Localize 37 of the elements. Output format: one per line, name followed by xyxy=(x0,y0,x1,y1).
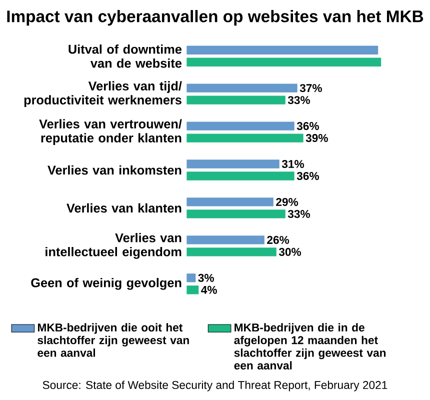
data-label: 31% xyxy=(282,160,304,168)
chart-title: Impact van cyberaanvallen op websites van het MKB xyxy=(7,10,424,26)
y-tick-label: Uitval of downtime van de website xyxy=(68,44,182,68)
bar xyxy=(186,248,276,256)
bar xyxy=(186,210,286,218)
y-tick-label: Verlies van inkomsten xyxy=(48,165,182,175)
data-label: 4% xyxy=(201,286,217,294)
y-tick-label: Verlies van intellectueel eigendom xyxy=(46,232,182,259)
legend-label: MKB-bedrijven die in de afgelopen 12 maanden het slachtoffer zijn geweest van een aanval xyxy=(234,323,386,370)
bar xyxy=(186,122,294,130)
data-label: 39% xyxy=(306,134,328,142)
bar xyxy=(186,96,286,104)
bar xyxy=(186,134,304,142)
data-label: 33% xyxy=(288,96,310,104)
y-tick-label: Verlies van klanten xyxy=(66,203,182,213)
bar xyxy=(186,236,264,244)
y-tick-label: Verlies van vertrouwen/ reputatie onder klanten xyxy=(39,119,182,145)
data-label: 37% xyxy=(300,84,322,92)
bar xyxy=(186,58,382,66)
legend-label: MKB-bedrijven die ooit het slachtoffer zijn geweest van een aanval xyxy=(38,323,189,357)
data-label: 3% xyxy=(198,274,214,282)
bar xyxy=(186,160,280,168)
data-label: 29% xyxy=(276,198,298,206)
data-label: 33% xyxy=(288,210,310,218)
bar xyxy=(186,274,196,282)
bar xyxy=(186,198,274,206)
source-note: Source: State of Website Security and Threat Report, February 2021 xyxy=(42,380,388,392)
y-tick-label: Geen of weinig gevolgen xyxy=(31,278,182,290)
bar xyxy=(186,84,298,92)
data-label: 26% xyxy=(267,236,290,244)
bar xyxy=(186,286,199,294)
y-tick-label: Verlies van tijd/ productiviteit werknemers xyxy=(24,81,182,107)
data-label: 36% xyxy=(296,172,319,180)
data-label: 36% xyxy=(296,122,319,130)
bar xyxy=(186,172,294,180)
bar xyxy=(186,46,378,54)
data-label: 30% xyxy=(278,248,302,256)
